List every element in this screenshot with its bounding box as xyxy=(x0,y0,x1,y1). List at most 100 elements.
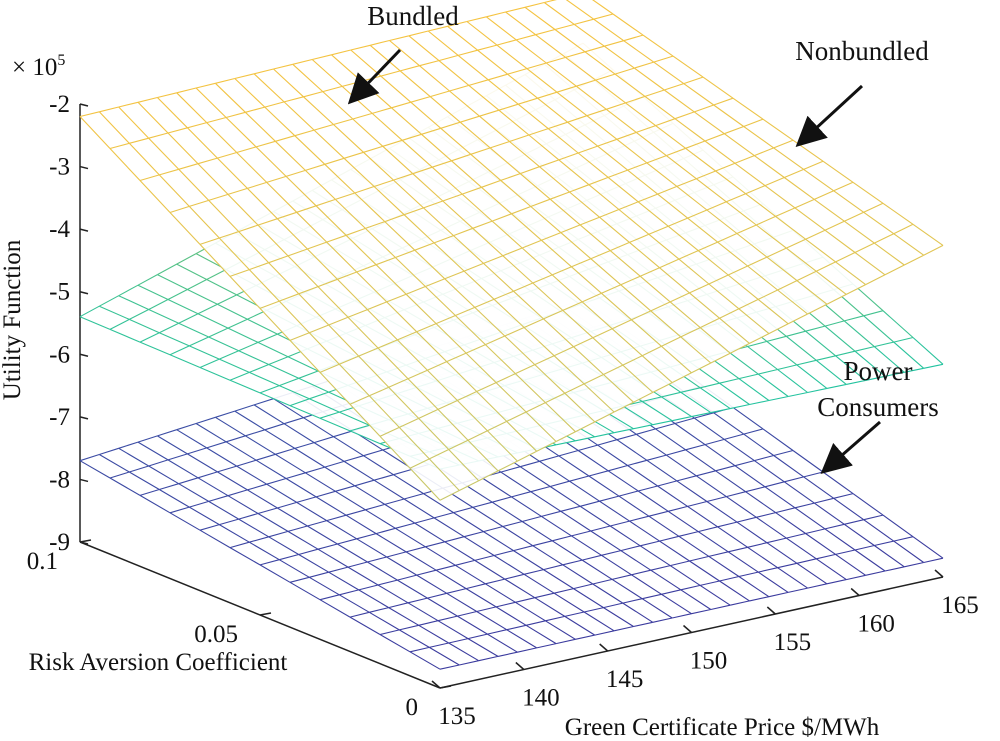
surface-bundled-mesh-line xyxy=(687,209,708,219)
surface-power-consumers-mesh-line xyxy=(642,593,662,600)
surface-bundled-mesh-line xyxy=(599,216,630,243)
surface-bundled-mesh-line xyxy=(289,340,321,373)
surface-bundled-mesh-line xyxy=(641,355,673,384)
surface-power-consumers-mesh-line xyxy=(245,429,265,437)
surface-bundled-mesh-line xyxy=(814,190,834,200)
surface-bundled-mesh-line xyxy=(460,115,480,123)
surface-bundled-mesh-line xyxy=(405,285,426,295)
surface-bundled-mesh-line xyxy=(373,179,394,188)
surface-bundled-mesh-line xyxy=(717,232,738,243)
surface-bundled-mesh-line xyxy=(474,298,495,308)
surface-bundled-mesh-line xyxy=(343,151,364,159)
surface-power-consumers-mesh-line xyxy=(661,589,681,595)
surface-bundled-mesh-line xyxy=(631,319,662,347)
surface-bundled-mesh-line xyxy=(562,309,594,339)
surface-power-consumers-mesh-line xyxy=(652,617,673,623)
surface-bundled-mesh-line xyxy=(384,214,405,223)
surface-power-consumers-mesh-line xyxy=(176,429,207,449)
surface-bundled-mesh-line xyxy=(369,386,389,397)
surface-power-consumers-mesh-line xyxy=(478,655,499,662)
surface-bundled-mesh-line xyxy=(277,211,297,220)
surface-bundled-mesh-line xyxy=(593,18,625,42)
surface-power-consumers-mesh-line xyxy=(618,495,650,517)
surface-power-consumers-mesh-line xyxy=(257,513,289,532)
surface-power-consumers-mesh-line xyxy=(373,474,394,481)
surface-bundled-mesh-line xyxy=(339,355,359,365)
surface-power-consumers-mesh-line xyxy=(743,428,764,435)
surface-power-consumers-mesh-line xyxy=(601,550,621,556)
surface-bundled-mesh-line xyxy=(515,373,546,403)
surface-bundled-mesh-line xyxy=(483,262,514,292)
surface-power-consumers-mesh-line xyxy=(775,512,806,534)
surface-power-consumers-mesh-line xyxy=(418,624,449,644)
surface-power-consumers-mesh-line xyxy=(635,433,667,456)
surface-bundled-mesh-line xyxy=(326,241,358,273)
surface-bundled-mesh-line xyxy=(118,106,150,139)
surface-bundled-mesh-line xyxy=(648,225,669,235)
surface-nonbundled-mesh-line xyxy=(167,299,199,315)
surface-bundled-mesh-line xyxy=(458,49,478,56)
surface-power-consumers-mesh-line xyxy=(238,512,259,520)
surface-power-consumers-mesh-line xyxy=(309,571,329,578)
surface-nonbundled-mesh-line xyxy=(863,310,884,317)
surface-power-consumers-mesh-line xyxy=(472,506,504,527)
surface-power-consumers-mesh-line xyxy=(465,583,486,590)
surface-bundled-mesh-line xyxy=(234,73,255,80)
surface-bundled-mesh-line xyxy=(796,270,817,282)
surface-bundled-mesh-line xyxy=(667,217,688,227)
surface-nonbundled-mesh-line xyxy=(884,371,905,377)
surface-power-consumers-mesh-line xyxy=(757,571,789,593)
surface-bundled-mesh-line xyxy=(395,257,426,287)
surface-bundled-mesh-line xyxy=(579,224,611,252)
surface-bundled-fill xyxy=(80,0,943,501)
annotation-power-consumers-line2: Consumers xyxy=(817,392,939,422)
surface-bundled-mesh-line xyxy=(627,162,648,171)
surface-bundled-mesh-line xyxy=(317,286,349,318)
surface-nonbundled-mesh-line xyxy=(661,391,681,398)
surface-bundled-mesh-line xyxy=(356,264,377,273)
surface-bundled-mesh-line xyxy=(335,199,366,229)
surface-power-consumers-mesh-line xyxy=(884,566,905,572)
surface-nonbundled-mesh-line xyxy=(785,335,817,361)
surface-bundled-mesh-line xyxy=(303,96,334,125)
surface-bundled-mesh-line xyxy=(409,467,441,501)
surface-bundled-mesh-line xyxy=(803,168,835,192)
surface-power-consumers-mesh-line xyxy=(465,588,497,608)
surface-power-consumers-mesh-line xyxy=(384,503,416,524)
surface-bundled-mesh-line xyxy=(794,198,815,209)
surface-bundled-mesh-line xyxy=(259,300,280,309)
surface-bundled-mesh-line xyxy=(217,151,237,159)
surface-power-consumers-mesh-line xyxy=(339,589,359,596)
surface-bundled-mesh-line xyxy=(687,217,718,243)
surface-bundled-mesh-line xyxy=(661,345,692,374)
surface-power-consumers-mesh-line xyxy=(219,524,250,543)
surface-bundled-mesh-line xyxy=(457,54,489,81)
surface-bundled-mesh-line xyxy=(206,122,238,153)
surface-power-consumers-mesh-line xyxy=(717,526,748,548)
surface-bundled-mesh-line xyxy=(706,209,738,234)
surface-power-consumers-mesh-line xyxy=(577,450,609,472)
surface-nonbundled-mesh-line xyxy=(159,332,190,347)
surface-bundled-mesh-line xyxy=(128,142,160,176)
surface-bundled-mesh-line xyxy=(822,160,854,183)
surface-bundled-mesh-line xyxy=(874,233,894,244)
surface-power-consumers-mesh-line xyxy=(687,500,708,507)
surface-power-consumers-mesh-line xyxy=(539,455,560,462)
surface-bundled-mesh-line xyxy=(708,283,740,310)
surface-power-consumers-mesh-line xyxy=(676,475,697,482)
surface-bundled-mesh-line xyxy=(425,286,456,316)
surface-power-consumers-mesh-line xyxy=(743,433,775,456)
surface-bundled-mesh-line xyxy=(543,318,574,348)
surface-bundled-mesh-line xyxy=(249,262,269,271)
surface-power-consumers-mesh-line xyxy=(433,517,465,538)
surface-bundled-mesh-line xyxy=(521,247,553,276)
surface-power-consumers-mesh-line xyxy=(719,575,740,582)
surface-bundled-mesh-line xyxy=(379,435,411,469)
arrow-bundled xyxy=(347,48,402,105)
surface-power-consumers-mesh-line xyxy=(558,449,579,457)
surface-bundled-mesh-line xyxy=(505,11,536,36)
surface-nonbundled-mesh-line xyxy=(824,320,845,327)
surface-power-consumers-mesh-line xyxy=(446,592,477,612)
surface-bundled-mesh-line xyxy=(335,192,355,200)
surface-nonbundled-mesh-line xyxy=(672,416,692,422)
